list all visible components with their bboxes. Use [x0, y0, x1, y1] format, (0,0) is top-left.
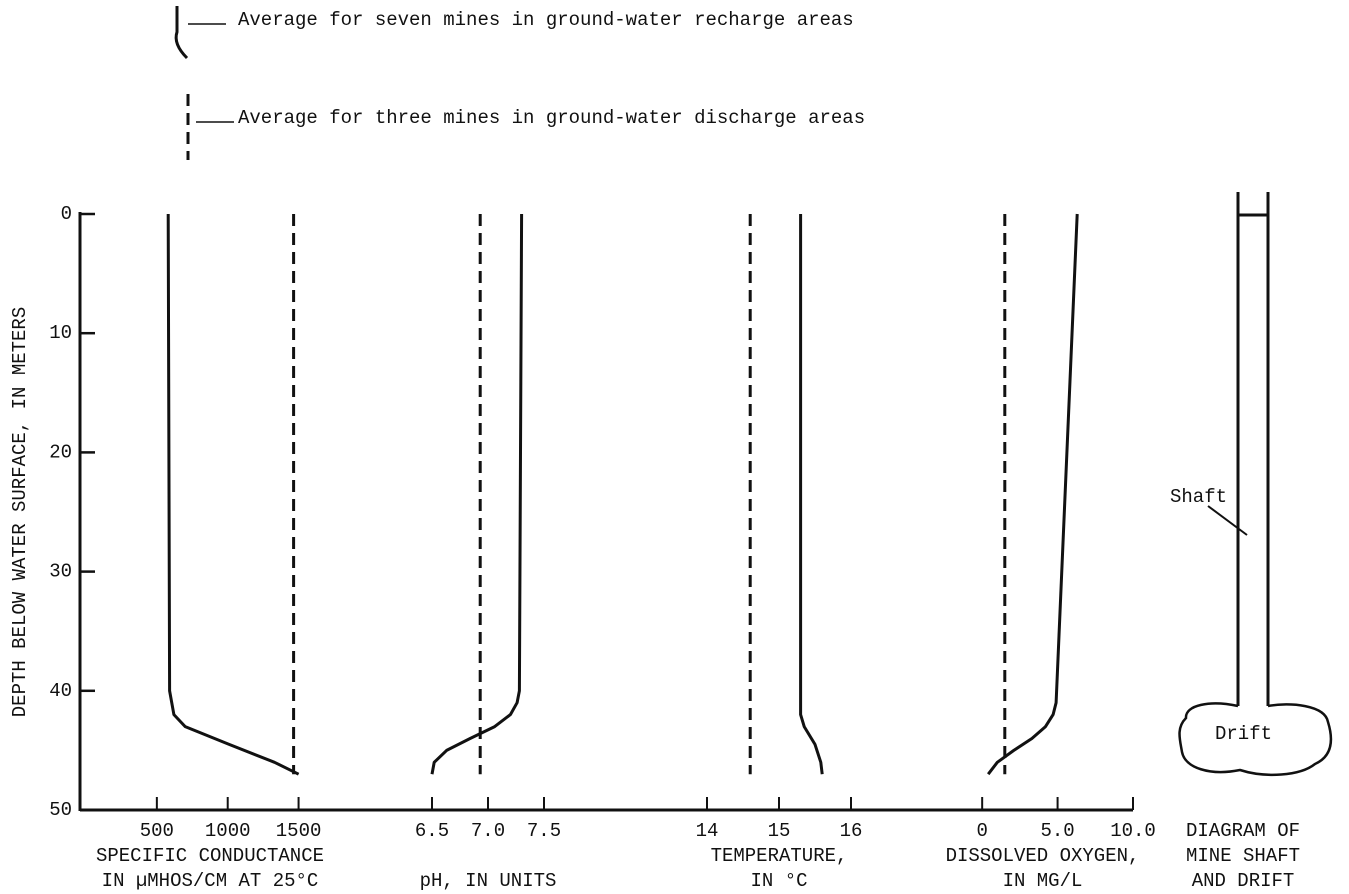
- legend-sample: [174, 6, 189, 60]
- shaft-label: Shaft: [1170, 486, 1227, 508]
- x-tick-label: 6.5: [415, 820, 449, 842]
- x-tick-label: 5.0: [1040, 820, 1074, 842]
- x-tick-label: 7.5: [527, 820, 561, 842]
- legend-label: Average for seven mines in ground-water …: [238, 9, 854, 31]
- shaft-walls: [1236, 192, 1270, 706]
- shaft-leader: [1207, 505, 1248, 536]
- y-tick-label: 10: [49, 322, 72, 344]
- diagram-caption: MINE SHAFT: [1186, 845, 1300, 867]
- x-axis-label: IN µMHOS/CM AT 25°C: [102, 870, 319, 892]
- y-tick-label: 20: [49, 441, 72, 463]
- y-tick-label: 40: [49, 680, 72, 702]
- drift-label: Drift: [1215, 723, 1272, 745]
- profile-line: [430, 213, 524, 775]
- x-tick-label: 500: [140, 820, 174, 842]
- x-tick-label: 7.0: [471, 820, 505, 842]
- diagram-caption: DIAGRAM OF: [1186, 820, 1300, 842]
- x-tick-label: 0: [976, 820, 987, 842]
- x-axis-label: SPECIFIC CONDUCTANCE: [96, 845, 324, 867]
- drift-outline: [1178, 702, 1333, 776]
- profile-line: [166, 213, 300, 776]
- profile-line: [987, 213, 1079, 776]
- x-tick-label: 16: [840, 820, 863, 842]
- x-axis-label: DISSOLVED OXYGEN,: [946, 845, 1140, 867]
- x-tick-label: 14: [696, 820, 719, 842]
- x-tick-label: 15: [768, 820, 791, 842]
- y-tick-label: 0: [61, 203, 72, 225]
- diagram-caption: AND DRIFT: [1192, 870, 1295, 892]
- x-axis-label: IN °C: [750, 870, 807, 892]
- x-tick-label: 1500: [276, 820, 322, 842]
- legend-label: Average for three mines in ground-water …: [238, 107, 865, 129]
- y-tick-label: 30: [49, 561, 72, 583]
- x-tick-label: 10.0: [1110, 820, 1156, 842]
- y-axis-label: DEPTH BELOW WATER SURFACE, IN METERS: [9, 307, 31, 717]
- profile-line: [799, 214, 824, 775]
- mine-diagram: Shaft Drift DIAGRAM OF MINE SHAFT AND DR…: [1170, 192, 1333, 892]
- x-tick-label: 1000: [205, 820, 251, 842]
- x-axis-label: IN MG/L: [1003, 870, 1083, 892]
- y-tick-label: 50: [49, 799, 72, 821]
- x-axis-label: pH, IN UNITS: [420, 870, 557, 892]
- x-axis-label: TEMPERATURE,: [711, 845, 848, 867]
